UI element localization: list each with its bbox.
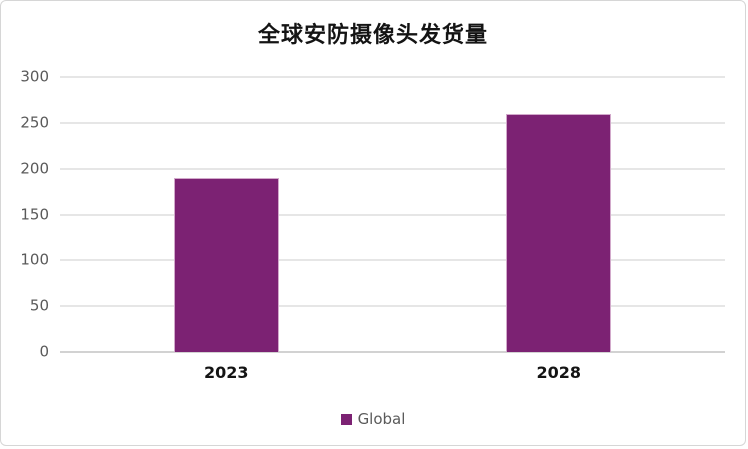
x-tick-label-2023: 2023 xyxy=(203,363,249,382)
y-tick-label-200: 200 xyxy=(20,159,49,178)
gridline-100 xyxy=(60,259,725,262)
bar-2028 xyxy=(506,113,612,352)
y-tick-label-300: 300 xyxy=(20,67,49,86)
y-tick-label-0: 0 xyxy=(39,342,49,361)
gridline-50 xyxy=(60,305,725,308)
y-tick-label-50: 50 xyxy=(29,296,49,315)
legend-label-global: Global xyxy=(357,410,406,428)
gridline-150 xyxy=(60,213,725,216)
gridline-200 xyxy=(60,167,725,170)
legend: Global xyxy=(1,410,745,428)
gridline-0 xyxy=(60,351,725,353)
x-tick-label-2028: 2028 xyxy=(536,363,582,382)
gridline-300 xyxy=(60,76,725,78)
bar-2023 xyxy=(173,177,279,352)
plot-area xyxy=(60,76,725,353)
chart-title: 全球安防摄像头发货量 xyxy=(257,23,488,48)
y-tick-label-150: 150 xyxy=(20,205,49,224)
y-tick-label-250: 250 xyxy=(20,113,49,132)
y-tick-label-100: 100 xyxy=(20,250,49,269)
legend-swatch-icon xyxy=(340,413,352,425)
y-axis: 0 50 100 150 200 250 300 xyxy=(1,68,49,361)
gridline-250 xyxy=(60,121,725,124)
x-axis: 2023 2028 xyxy=(60,363,725,385)
